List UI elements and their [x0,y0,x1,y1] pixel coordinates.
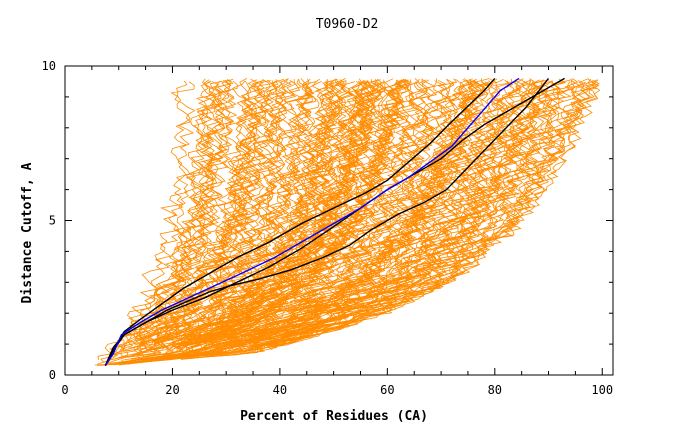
background-curve [267,79,601,348]
y-tick-label: 10 [42,59,56,73]
background-curve [233,79,522,347]
background-curve [147,78,313,354]
x-tick-label: 60 [380,383,394,397]
highlight-curves [104,77,565,367]
background-curve [254,80,562,349]
background-curve [184,79,532,359]
background-curve [127,81,565,364]
background-curve [213,78,452,343]
background-curve [124,79,313,358]
background-curve [164,78,383,354]
background-curve [191,81,525,357]
series-line-3 [104,77,565,367]
y-axis-label: Distance Cutoff, A [20,162,35,303]
background-curve [176,81,385,350]
x-tick-label: 80 [488,383,502,397]
background-curve [200,78,458,354]
background-curve [181,80,591,359]
background-curve [117,80,220,342]
background-curves [94,78,601,366]
x-tick-label: 0 [61,383,68,397]
x-axis-label: Percent of Residues (CA) [240,409,428,424]
series-line-1 [104,77,496,367]
background-curve [175,79,381,348]
background-curve [187,80,367,349]
background-curve [164,80,347,352]
background-curve [176,81,313,346]
background-curve [266,80,541,344]
background-curve [235,78,531,350]
x-tick-label: 100 [591,383,613,397]
background-curve [141,79,438,363]
background-curve [171,78,436,358]
background-curve [131,78,315,361]
background-curve [166,78,351,350]
background-curve [150,78,322,351]
background-curve [141,79,428,362]
background-curve [159,81,316,345]
background-curve [97,81,195,360]
background-curve [154,78,285,343]
background-curve [136,79,262,348]
background-curve [205,80,518,356]
background-curve [188,80,366,341]
background-curve [256,78,590,350]
chart-title: T0960-D2 [316,17,379,32]
background-curve [139,78,231,339]
background-curve [122,80,211,352]
y-tick-label: 5 [49,214,56,228]
background-curve [177,79,336,344]
background-curve [185,80,343,345]
background-curve [138,80,297,356]
background-curve [104,79,218,366]
background-curve [180,79,338,347]
x-tick-label: 40 [273,383,287,397]
background-curve [208,79,411,344]
background-curve [130,80,448,363]
background-curve [251,80,554,349]
background-curve [118,79,273,359]
background-curve [122,79,407,363]
axes: 0 20 40 60 80 100 0 5 10 [42,59,614,397]
background-curve [150,81,491,360]
background-curve [240,79,477,340]
y-tick-label: 0 [49,368,56,382]
background-curve [282,81,587,346]
background-curve [245,78,490,339]
background-curve [252,78,601,351]
series-line-4 [104,77,520,367]
background-curve [100,80,196,364]
background-curve [133,80,224,341]
x-tick-label: 20 [165,383,179,397]
background-curve [188,79,477,356]
background-curve [111,78,411,365]
